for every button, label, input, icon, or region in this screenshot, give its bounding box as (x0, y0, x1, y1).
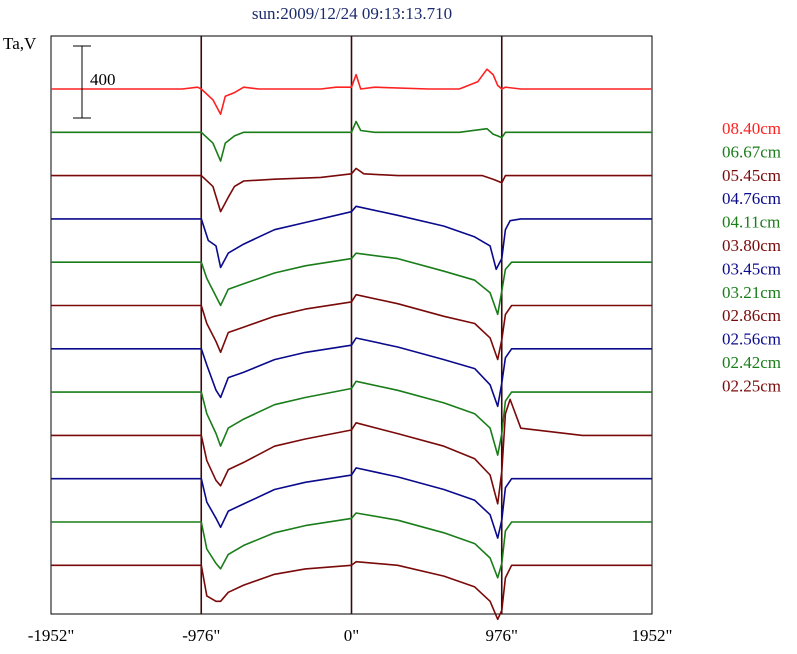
chart-title: sun:2009/12/24 09:13:13.710 (252, 4, 452, 23)
legend: 08.40cm 06.67cm 05.45cm 04.76cm 04.11cm 03.80… (722, 119, 781, 395)
legend-entry-03.45cm: 03.45cm (722, 259, 781, 278)
series-line-02.42cm (51, 512, 652, 579)
legend-entry-02.86cm: 02.86cm (722, 306, 781, 325)
legend-entry-02.25cm: 02.25cm (722, 376, 781, 395)
series-line-05.45cm (51, 167, 652, 213)
series-line-08.40cm (51, 68, 652, 115)
legend-entry-04.11cm: 04.11cm (722, 213, 780, 232)
x-tick-label-0: -1952" (28, 626, 75, 645)
y-axis-label: Ta,V (3, 34, 37, 53)
series-line-02.86cm (51, 398, 652, 505)
series-line-03.45cm (51, 337, 652, 408)
legend-entry-03.80cm: 03.80cm (722, 236, 781, 255)
x-tick-label-4: 1952" (632, 626, 673, 645)
legend-entry-06.67cm: 06.67cm (722, 142, 781, 161)
legend-entry-03.21cm: 03.21cm (722, 283, 781, 302)
x-tick-labels: -1952" -976" 0" 976" 1952" (28, 626, 673, 645)
x-tick-label-1: -976" (182, 626, 220, 645)
series-line-02.25cm (51, 560, 652, 621)
scale-bar-label: 400 (90, 70, 116, 89)
scale-bar: 400 (73, 45, 116, 119)
legend-entry-08.40cm: 08.40cm (722, 119, 781, 138)
series-line-02.56cm (51, 467, 652, 539)
legend-entry-04.76cm: 04.76cm (722, 189, 781, 208)
series-line-04.11cm (51, 252, 652, 316)
series-line-04.76cm (51, 205, 652, 271)
x-tick-label-3: 976" (486, 626, 518, 645)
limb-lines (200, 36, 503, 614)
legend-entry-02.56cm: 02.56cm (722, 330, 781, 349)
series-line-06.67cm (51, 120, 652, 162)
series-layer (51, 68, 652, 621)
x-tick-label-2: 0" (344, 626, 359, 645)
series-line-03.80cm (51, 293, 652, 361)
legend-entry-02.42cm: 02.42cm (722, 353, 781, 372)
series-line-03.21cm (51, 380, 652, 456)
legend-entry-05.45cm: 05.45cm (722, 166, 781, 185)
